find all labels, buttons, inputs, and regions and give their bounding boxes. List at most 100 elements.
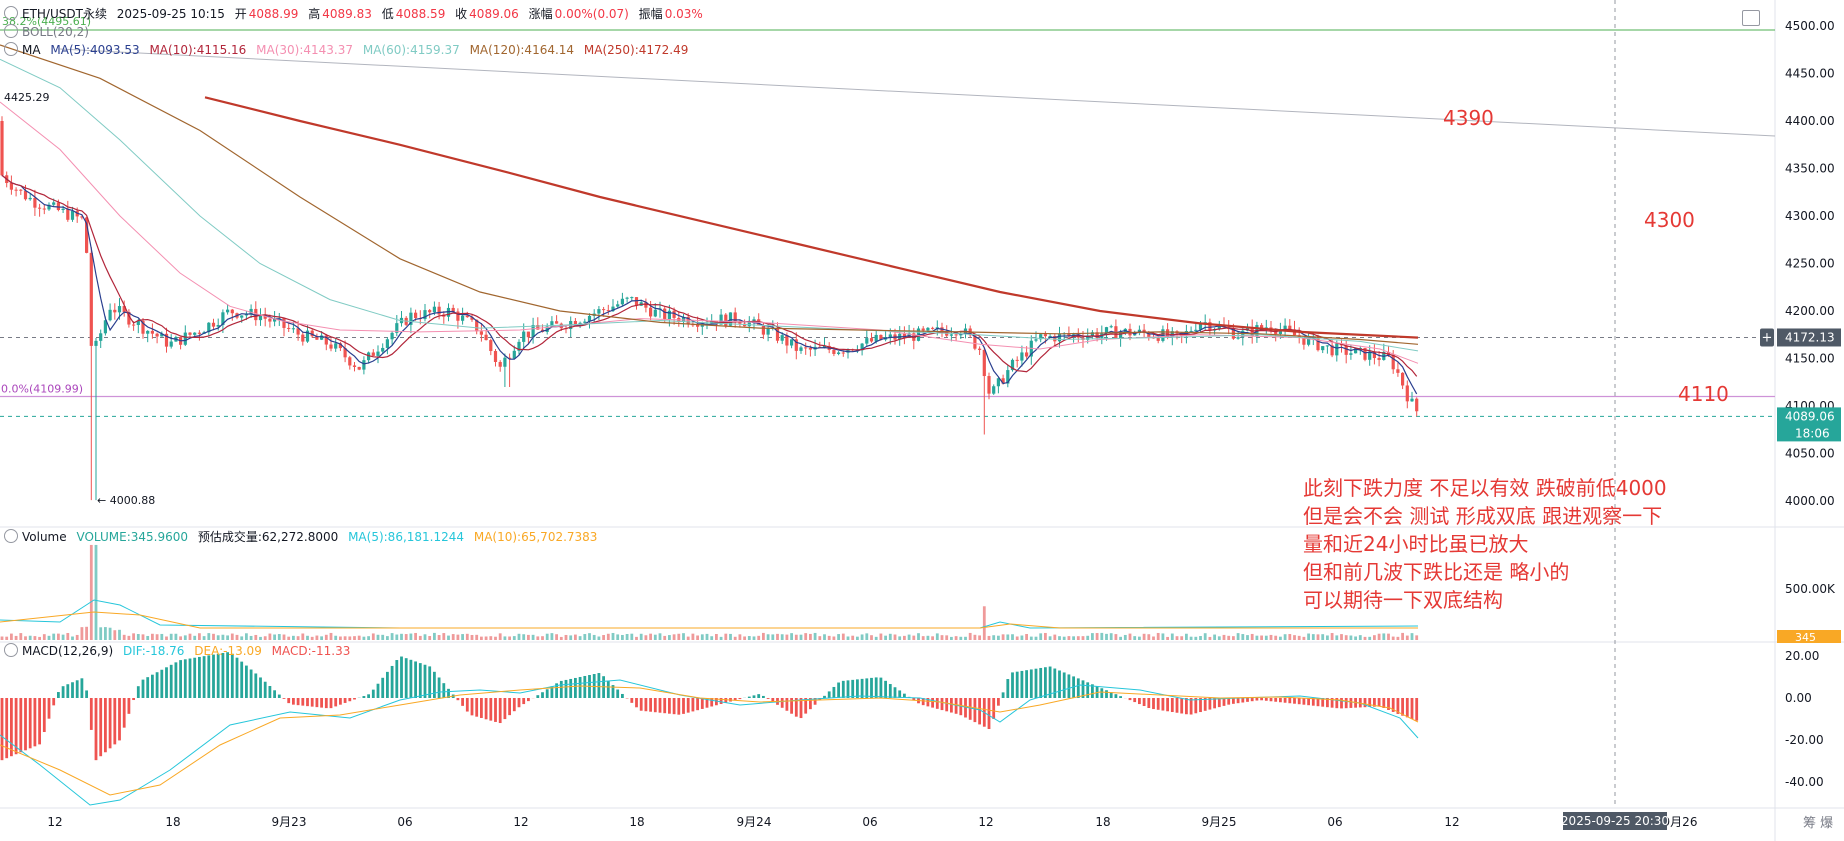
- candle-body: [61, 208, 65, 211]
- datetime-label: 2025-09-25 10:15: [116, 7, 225, 21]
- candle-body: [526, 331, 530, 338]
- candle-body: [869, 338, 874, 342]
- x-tick-label: 06: [397, 815, 412, 829]
- volume-bar: [884, 635, 887, 640]
- volume-bar: [672, 634, 676, 640]
- macd-bar: [433, 671, 436, 698]
- candle-body: [1048, 335, 1052, 337]
- ma120-line: [0, 44, 1419, 345]
- volume-bar: [1053, 634, 1057, 640]
- candle-body: [263, 316, 267, 319]
- y-tick-label: 0.00: [1785, 691, 1812, 705]
- candle-body: [1415, 398, 1419, 412]
- volume-bar: [179, 636, 182, 640]
- candle-body: [790, 339, 794, 346]
- volume-bar: [324, 634, 328, 640]
- ohlc-header: ETH/USDT永续 2025-09-25 10:15 开 4088.99 高 40…: [4, 6, 709, 22]
- candle-body: [573, 321, 577, 326]
- candle-body: [117, 306, 122, 313]
- macd-bar: [1199, 698, 1202, 713]
- volume-bar: [743, 636, 746, 640]
- y-tick-label: 4050.00: [1785, 447, 1835, 461]
- volume-bar: [588, 633, 591, 640]
- macd-bar: [696, 698, 699, 711]
- volume-bar: [1236, 633, 1240, 640]
- x-tick-label: 06: [862, 815, 877, 829]
- macd-bar: [527, 698, 530, 702]
- ma30-line: [0, 101, 1419, 364]
- macd-bar: [1307, 698, 1310, 706]
- volume-bar: [1199, 636, 1202, 640]
- candle-body: [183, 332, 187, 345]
- volume-label[interactable]: Volume: [22, 530, 67, 544]
- footer-right[interactable]: 筹 爆: [1803, 816, 1834, 831]
- macd-bar: [306, 698, 309, 707]
- macd-bar: [212, 654, 215, 698]
- candle-body: [1401, 372, 1405, 386]
- volume-ma5-line: [0, 599, 1419, 629]
- chevron-down-icon[interactable]: [4, 643, 18, 657]
- volume-bar: [1142, 633, 1146, 640]
- candle-body: [470, 317, 474, 320]
- volume-bars: [0, 544, 1419, 640]
- candle-body: [620, 298, 624, 305]
- open-value: 4088.99: [248, 7, 299, 21]
- macd-bar: [179, 660, 182, 698]
- candle-body: [1278, 329, 1282, 335]
- high-value: 4089.83: [322, 7, 372, 21]
- macd-bar: [1185, 698, 1188, 715]
- volume-bar: [1001, 634, 1005, 640]
- volume-bar: [945, 635, 949, 640]
- volume-bar: [818, 636, 822, 640]
- boll-label[interactable]: BOLL(20,2): [22, 25, 89, 39]
- macd-bar: [390, 665, 394, 698]
- fullscreen-icon[interactable]: [1742, 10, 1760, 26]
- countdown-label: 18:06: [1795, 426, 1830, 440]
- macd-bar: [104, 698, 107, 753]
- candle-body: [550, 321, 554, 327]
- volume-bar: [498, 633, 502, 640]
- candle-body: [1349, 353, 1353, 355]
- volume-bar: [639, 633, 643, 640]
- volume-ma10: MA(10):65,702.7383: [473, 530, 598, 544]
- macd-bar: [409, 659, 413, 698]
- candle-body: [160, 333, 164, 337]
- candle-body: [249, 308, 253, 315]
- volume-bar: [418, 635, 422, 640]
- candle-body: [766, 328, 770, 335]
- volume-bar: [282, 634, 286, 640]
- macd-bar: [1044, 667, 1047, 698]
- volume-bar: [1279, 636, 1282, 640]
- macd-bar: [494, 698, 497, 722]
- y-tick-label: 500.00K: [1785, 582, 1836, 596]
- volume-bar: [635, 636, 638, 640]
- macd-bar: [66, 684, 70, 698]
- volume-tag: [1777, 630, 1841, 643]
- macd-bar: [1382, 698, 1386, 708]
- volume-bar: [414, 632, 417, 640]
- macd-label[interactable]: MACD(12,26,9): [22, 644, 114, 658]
- eye-icon[interactable]: [4, 24, 18, 38]
- macd-bar: [757, 694, 761, 698]
- macd-bar: [367, 694, 370, 698]
- macd-bar: [799, 698, 803, 719]
- y-tick-label: 4450.00: [1785, 67, 1835, 81]
- macd-bar: [80, 678, 84, 698]
- macd-bar: [555, 683, 558, 698]
- macd-bar: [160, 669, 164, 698]
- volume-bar: [1062, 636, 1066, 640]
- volume-bar: [165, 636, 168, 640]
- volume-bar: [296, 636, 300, 640]
- ma-label[interactable]: MA: [22, 43, 41, 57]
- symbol-label: ETH/USDT永续: [22, 7, 107, 21]
- eye-icon[interactable]: [4, 42, 18, 56]
- candle-body: [334, 343, 338, 349]
- chevron-down-icon[interactable]: [4, 529, 18, 543]
- macd-bar: [1387, 698, 1390, 710]
- macd-bar: [653, 698, 657, 713]
- eye-icon[interactable]: [4, 6, 18, 20]
- macd-bar: [559, 680, 563, 698]
- macd-bar: [1138, 698, 1141, 705]
- volume-bar: [804, 633, 808, 640]
